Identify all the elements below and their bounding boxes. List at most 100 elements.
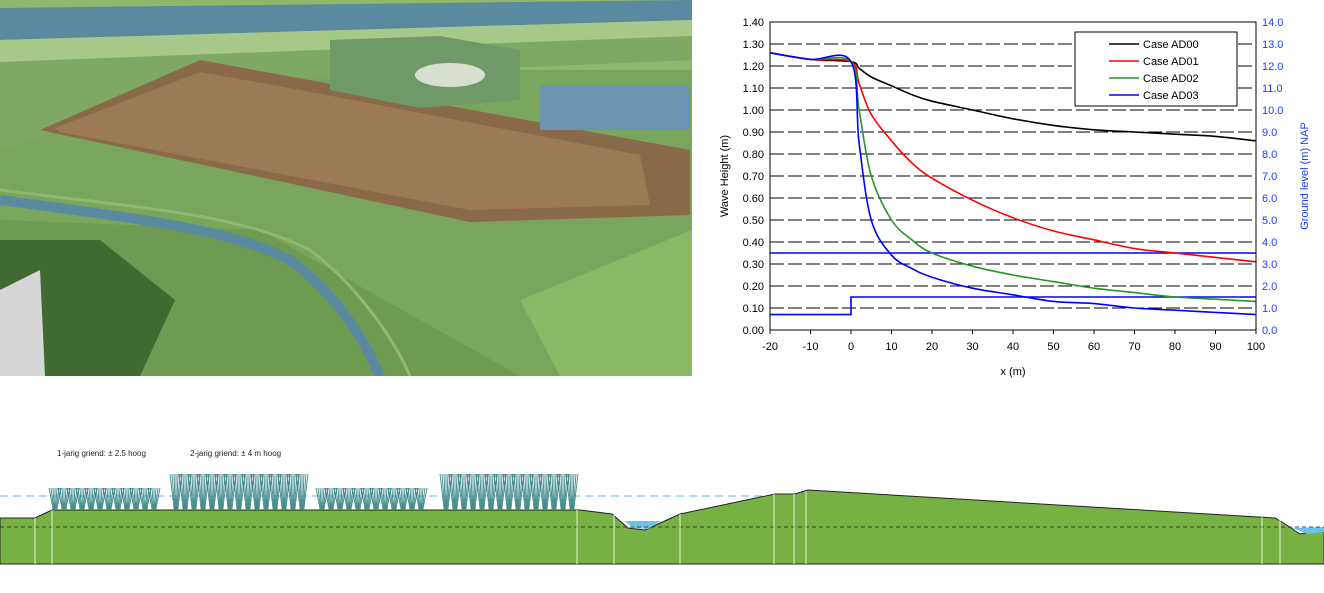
ground-level-line xyxy=(770,296,1256,316)
wave-height-chart: 0.00 0.10 0.20 0.30 0.40 0.50 0.60 0.70 0.80 0.90… xyxy=(700,0,1324,390)
willow-2-year-clump xyxy=(466,473,480,511)
willow-1-year-clump xyxy=(75,487,89,511)
cross-section-svg: 1-jarig griend: ± 2.5 hoog 2-jarig grien… xyxy=(0,449,1324,565)
x-tick-label: 90 xyxy=(1209,341,1221,353)
willow-1-year-clump xyxy=(111,487,125,511)
willow-1-year-clump xyxy=(315,487,329,511)
y2-tick-label: 10.0 xyxy=(1262,105,1283,117)
willow-2-year-clump xyxy=(511,473,525,511)
legend-label: Case AD00 xyxy=(1143,39,1199,51)
y-tick-label: 0.70 xyxy=(743,171,764,183)
aerial-image xyxy=(0,0,692,376)
willow-2-year-clump xyxy=(538,473,552,511)
y-tick-label: 0.50 xyxy=(743,215,764,227)
x-axis-label: x (m) xyxy=(1000,366,1025,378)
willow-1-year-clump xyxy=(387,487,401,511)
willow-1-year-clump xyxy=(57,487,71,511)
willow-2-year-clump xyxy=(223,473,237,511)
x-tick-label: 40 xyxy=(1007,341,1019,353)
willow-1-year-clump xyxy=(324,487,338,511)
willow-1-year-clump xyxy=(396,487,410,511)
willow-1-year-clump xyxy=(84,487,98,511)
willow-2-year-clump xyxy=(484,473,498,511)
series-line-case-ad03 xyxy=(769,52,1257,316)
willow-1-year-clump xyxy=(405,487,419,511)
cross-section: 1-jarig griend: ± 2.5 hoog 2-jarig grien… xyxy=(0,430,1324,588)
y-tick-label: 0.40 xyxy=(743,237,764,249)
willow-2-year-clump xyxy=(232,473,246,511)
chart-svg: 0.000.100.200.300.400.500.600.700.800.90… xyxy=(719,17,1311,378)
willow-2-year-clump xyxy=(547,473,561,511)
willow-2-year-clump xyxy=(259,473,273,511)
label-1-year-willow: 1-jarig griend: ± 2.5 hoog xyxy=(57,449,146,458)
y-tick-label: 1.20 xyxy=(743,61,764,73)
willow-2-year-clump xyxy=(178,473,192,511)
willow-1-year-clump xyxy=(414,487,428,511)
willow-1-year-clump xyxy=(147,487,161,511)
willow-1-year-clump xyxy=(48,487,62,511)
y2-tick-label: 0.0 xyxy=(1262,325,1277,337)
y-tick-label: 0.10 xyxy=(743,303,764,315)
willow-1-year-clump xyxy=(93,487,107,511)
willow-2-year-clump xyxy=(502,473,516,511)
y2-tick-label: 7.0 xyxy=(1262,171,1277,183)
y-tick-label: 0.90 xyxy=(743,127,764,139)
y2-axis-label: Ground level (m) NAP xyxy=(1299,122,1311,230)
willow-2-year-clump xyxy=(187,473,201,511)
willow-2-year-clump xyxy=(286,473,300,511)
willow-2-year-clump xyxy=(529,473,543,511)
y2-tick-label: 12.0 xyxy=(1262,61,1283,73)
series-line-case-ad02 xyxy=(769,52,1257,303)
y-tick-label: 0.80 xyxy=(743,149,764,161)
series-line-case-ad00 xyxy=(769,52,1257,142)
willow-2-year-clump xyxy=(565,473,579,511)
willow-2-year-clump xyxy=(520,473,534,511)
aerial-visualization xyxy=(0,0,692,376)
y-axis-label: Wave Height (m) xyxy=(719,135,731,217)
willow-2-year-clump xyxy=(439,473,453,511)
willow-2-year-clump xyxy=(277,473,291,511)
series-line-case-ad01 xyxy=(769,52,1257,263)
willow-2-year-clump xyxy=(214,473,228,511)
willow-1-year-clump xyxy=(120,487,134,511)
y2-tick-label: 1.0 xyxy=(1262,303,1277,315)
willow-1-year-clump xyxy=(351,487,365,511)
x-tick-label: 10 xyxy=(885,341,897,353)
willow-2-year-clump xyxy=(205,473,219,511)
willow-vegetation xyxy=(48,473,579,511)
x-tick-label: -20 xyxy=(762,341,778,353)
willow-1-year-clump xyxy=(66,487,80,511)
y2-tick-label: 4.0 xyxy=(1262,237,1277,249)
willow-2-year-clump xyxy=(493,473,507,511)
willow-1-year-clump xyxy=(138,487,152,511)
x-tick-label: -10 xyxy=(803,341,819,353)
willow-2-year-clump xyxy=(295,473,309,511)
chart-legend: Case AD00 Case AD01 Case AD02 Case AD03 xyxy=(1074,31,1238,107)
willow-1-year-clump xyxy=(102,487,116,511)
y2-tick-label: 6.0 xyxy=(1262,193,1277,205)
ditch-water-2 xyxy=(1292,527,1324,534)
y-tick-label: 1.10 xyxy=(743,83,764,95)
willow-2-year-clump xyxy=(169,473,183,511)
y-tick-label: 0.60 xyxy=(743,193,764,205)
y2-tick-label: 3.0 xyxy=(1262,259,1277,271)
y-tick-label: 0.20 xyxy=(743,281,764,293)
willow-2-year-clump xyxy=(457,473,471,511)
willow-2-year-clump xyxy=(268,473,282,511)
willow-1-year-clump xyxy=(342,487,356,511)
label-2-year-willow: 2-jarig griend: ± 4 m hoog xyxy=(190,449,281,458)
y-tick-label: 0.30 xyxy=(743,259,764,271)
x-tick-label: 0 xyxy=(848,341,854,353)
y2-tick-label: 2.0 xyxy=(1262,281,1277,293)
x-tick-label: 100 xyxy=(1247,341,1265,353)
willow-1-year-clump xyxy=(360,487,374,511)
legend-label: Case AD01 xyxy=(1143,56,1199,68)
chart-axes: 0.000.100.200.300.400.500.600.700.800.90… xyxy=(719,17,1311,378)
y2-tick-label: 13.0 xyxy=(1262,39,1283,51)
y2-tick-label: 5.0 xyxy=(1262,215,1277,227)
willow-2-year-clump xyxy=(196,473,210,511)
y2-tick-label: 14.0 xyxy=(1262,17,1283,29)
y-tick-label: 1.30 xyxy=(743,39,764,51)
y-tick-label: 0.00 xyxy=(743,325,764,337)
legend-box xyxy=(1074,31,1238,107)
